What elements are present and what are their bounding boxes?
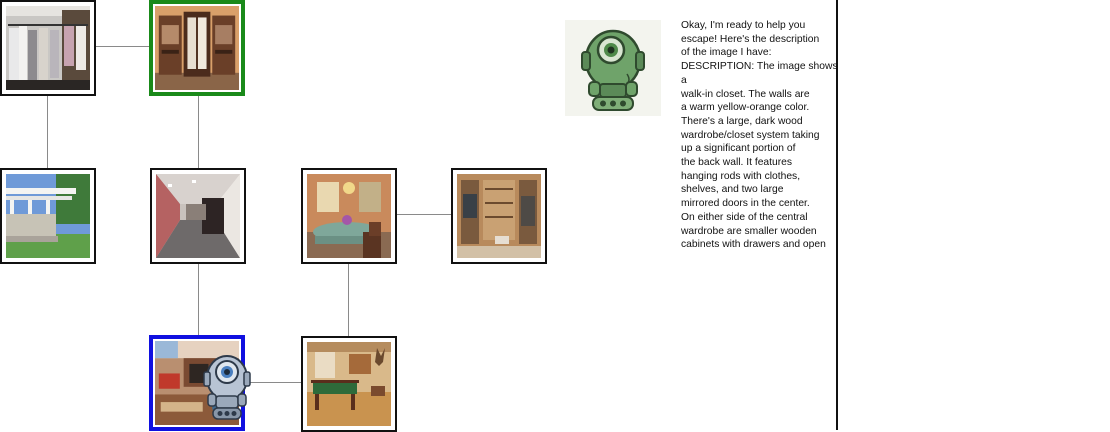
room-dining-room[interactable] [301,168,397,264]
map-edge [348,262,349,337]
map-edge [198,262,199,337]
closet-wardrobe-image [155,6,239,90]
room-closet-shelving[interactable] [451,168,547,264]
green-robot-icon [565,20,661,116]
map-edge [47,94,48,169]
map-edge [246,382,302,383]
map-edge [396,214,452,215]
assistant-message: Okay, I'm ready to help you escape! Here… [681,20,838,249]
room-hallway[interactable] [150,168,246,264]
closet-shelving-image [457,174,541,258]
billiard-room-image [307,342,391,426]
room-walk-in-closet-wardrobe[interactable] [149,0,245,96]
hallway-image [156,174,240,258]
dining-room-image [307,174,391,258]
map-edge [198,94,199,169]
panel-divider [836,0,838,430]
room-billiard-room[interactable] [301,336,397,432]
map-edge [94,46,151,47]
room-patio-pergola[interactable] [0,168,96,264]
robot-icon [200,350,254,422]
room-walk-in-closet-racks[interactable] [0,0,96,96]
room-map [0,0,547,432]
patio-pergola-image [6,174,90,258]
closet-racks-image [6,6,90,90]
